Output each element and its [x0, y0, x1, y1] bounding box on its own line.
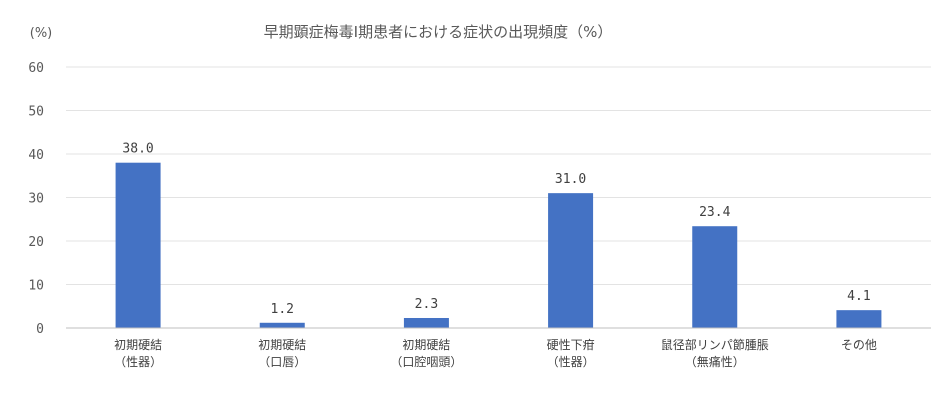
y-tick-label: 0 [36, 322, 44, 337]
bar [692, 226, 738, 328]
y-axis-unit-label: (%) [30, 26, 53, 41]
bar [259, 322, 305, 328]
data-label: 31.0 [555, 172, 586, 187]
bar [115, 162, 161, 328]
x-category-label: 初期硬結（口腔咽頭） [390, 338, 462, 369]
data-labels: 38.0 1.2 2.3 31.0 23.4 4.1 [122, 142, 870, 317]
bar [403, 317, 449, 328]
x-axis-category-labels: 初期硬結（性器） 初期硬結（口唇） 初期硬結（口腔咽頭） 硬性下疳（性器） 鼠径部リンパ… [114, 337, 877, 369]
data-label: 1.2 [271, 302, 294, 317]
y-tick-label: 10 [28, 279, 44, 294]
x-category-label: 初期硬結（性器） [114, 338, 162, 369]
bars [115, 162, 882, 328]
x-category-label: 硬性下疳（性器） [547, 337, 595, 369]
y-axis-tick-labels: 0 10 20 30 40 50 60 [28, 61, 44, 337]
data-label: 38.0 [122, 142, 153, 157]
bar [836, 310, 882, 328]
y-tick-label: 60 [28, 61, 44, 76]
y-tick-label: 40 [28, 148, 44, 163]
data-label: 4.1 [847, 289, 870, 304]
y-tick-label: 50 [28, 105, 44, 120]
bar [548, 193, 594, 328]
x-category-label: 鼠径部リンパ節腫脹（無痛性） [661, 337, 769, 369]
x-category-label: その他 [841, 338, 877, 352]
y-tick-label: 20 [28, 235, 44, 250]
gridlines [66, 66, 931, 285]
y-tick-label: 30 [28, 192, 44, 207]
chart-title: 早期顕症梅毒Ⅰ期患者における症状の出現頻度（%） [264, 23, 613, 41]
data-label: 23.4 [699, 205, 730, 220]
x-category-label: 初期硬結（口唇） [258, 338, 306, 369]
data-label: 2.3 [415, 297, 438, 312]
